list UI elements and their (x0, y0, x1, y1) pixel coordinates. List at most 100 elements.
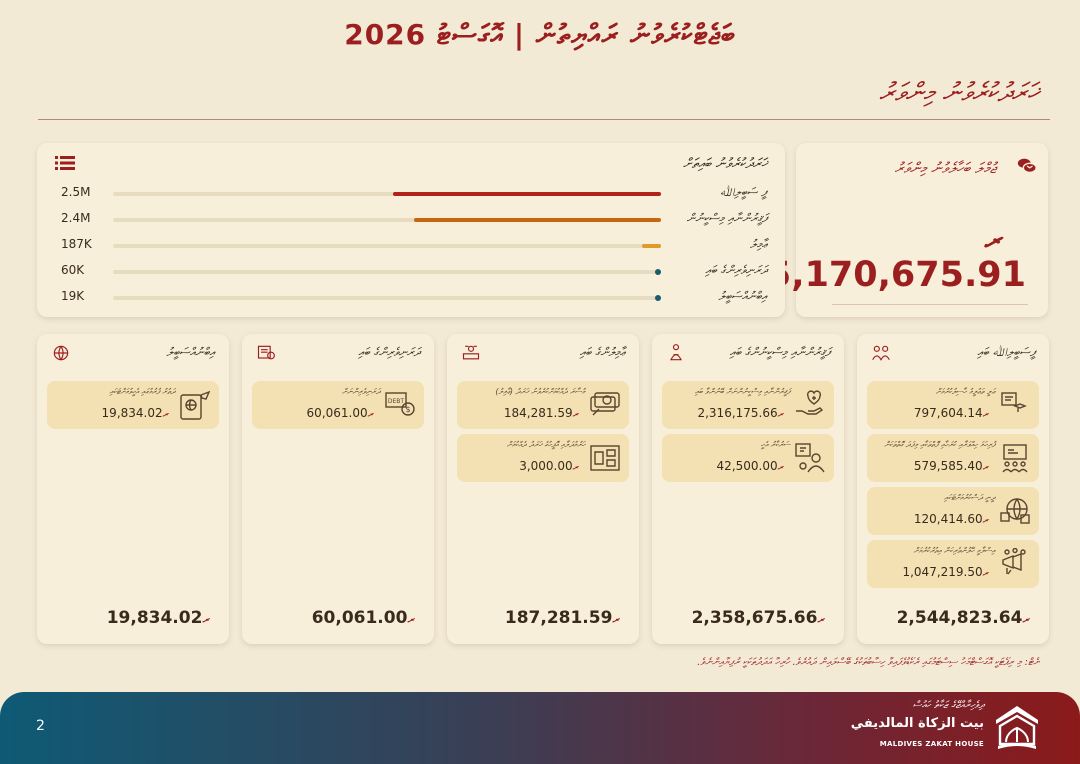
category-item: ފުރިހަމަ ހިއްވަރާއި ކުރަހާއި ފޮތްތަކާއި … (867, 434, 1039, 482)
category-item-value-row: ރ19,834.02 (102, 406, 173, 420)
currency-symbol: ރ (982, 463, 988, 473)
category-total: ރ19,834.02 (107, 608, 215, 628)
category-total-value: 2,544,823.64 (896, 608, 1023, 628)
person-support-icon (794, 442, 826, 474)
category-item-value: 2,316,175.66 (697, 406, 778, 420)
category-item: ސަރުކާރު އެހީ ރ42,500.00 (662, 434, 834, 482)
category-item: ހަރުމުދަލާއި އޮފީހުގެ ޚަރަދު ދެއްކުމަށް ރ… (457, 434, 629, 482)
category-item-label: ހަރުމުދަލާއި އޮފީހުގެ ޚަރަދު ދެއްކުމަށް (506, 440, 585, 449)
distribution-bars-card: ޚަރަދުކުރެވުނު ބައިތަށް 2.5M ފީ ސަބީލިﷲ 2.… (37, 143, 785, 317)
category-item-value: 42,500.00 (716, 459, 778, 473)
category-item-value-row: ރ3,000.00 (519, 459, 583, 473)
category-item-value: 3,000.00 (519, 459, 573, 473)
currency-symbol: ރ (777, 463, 783, 473)
category-item: ފަޤީރުންނާއި މިސްކީނުންނަށް ބޭނުންވާ ބައ… (662, 381, 834, 429)
brand-name-dhivehi: ދިވެހިރާއްޖޭގެ ޒަކާތު ހައުސް (912, 700, 984, 711)
category-total-value: 19,834.02 (106, 608, 203, 628)
category-item-value-row: ރ60,061.00 (307, 406, 378, 420)
traveler-globe-icon (51, 343, 71, 363)
category-card: ފަޤީރުންނާއި މިސްކީނުންގެ ބައި ފަޤީރުންނާ… (652, 334, 844, 644)
total-card: ޖުމްލަ ބަހާލެވުނު މިންވަރު ރ 5,170,675.9… (767, 143, 1048, 317)
category-item: މުސާރަ ދެއްކުމަށްކުރެވުނު ޚަރަދު (ޢާމިލު… (457, 381, 629, 429)
category-item-label: ފުރިހަމަ ހިއްވަރާއި ކުރަހާއި ފޮތްތަކާއި … (884, 440, 995, 449)
svg-text:$: $ (405, 405, 410, 414)
category-item: ދަތުރު ފުރުމުގައި އެހީވުމަށްޓަކައި ރ19,83… (47, 381, 219, 429)
category-item-value: 797,604.14 (913, 406, 983, 420)
title-divider (38, 119, 1050, 120)
category-item-value-row: ރ1,047,219.50 (902, 565, 993, 579)
zakat-house-logo-icon (996, 706, 1038, 749)
bar-track (113, 295, 661, 301)
bar-row: 60K ދަރަނިވެރިންގެ ބައި (37, 261, 785, 281)
category-item-label: ސަރުކާރު އެހީ (760, 440, 790, 449)
category-item: ދީނީ ދަސްކުރުމަށްޓަކައި ރ120,414.60 (867, 487, 1039, 535)
bar-row: 19K އިބްނުއްސަބީލު (37, 287, 785, 307)
bar-category-label: ޢާމިލު (749, 237, 767, 251)
category-item-value-row: ރ184,281.59 (504, 406, 583, 420)
category-item-label: ދަތުރު ފުރުމުގައި އެހީވުމަށްޓަކައި (109, 387, 175, 396)
category-title: އިބްނުއްސަބީލު (166, 345, 215, 359)
category-title: ފަޤީރުންނާއި މިސްކީނުންގެ ބައި (729, 345, 830, 359)
bars-card-title: ޚަރަދުކުރެވުނު ބައިތަށް (683, 156, 767, 172)
category-total: ރ60,061.00 (312, 608, 420, 628)
currency-symbol: ރ (1022, 613, 1029, 626)
brand-name-arabic: بيت الزكاة المالديفي (850, 716, 984, 731)
list-icon (55, 156, 75, 170)
category-item-label: ދީނީ ދަސްކުރުމަށްޓަކައި (944, 493, 995, 502)
worker-desk-icon (461, 343, 481, 363)
category-item-value: 19,834.02 (101, 406, 163, 420)
category-card: ޢާމިލުންގެ ބައި މުސާރަ ދެއްކުމަށްކުރެވުނު… (447, 334, 639, 644)
bar-fill (655, 269, 661, 275)
currency-symbol: ރ (202, 613, 209, 626)
megaphone-audience-icon (999, 547, 1031, 580)
debt-icon (256, 343, 276, 363)
people-group-icon (871, 343, 891, 363)
category-item-value: 579,585.40 (913, 459, 983, 473)
category-title: ޢާމިލުންގެ ބައި (579, 345, 625, 359)
currency-symbol: ރ (407, 613, 414, 626)
category-total-value: 2,358,675.66 (691, 608, 818, 628)
category-item-value-row: ރ579,585.40 (914, 459, 993, 473)
currency-symbol: ރ (572, 410, 578, 420)
brand-name-english: MALDIVES ZAKAT HOUSE (879, 740, 984, 748)
page-number: 2 (36, 718, 45, 734)
bar-row: 2.5M ފީ ސަބީލިﷲ (37, 183, 785, 203)
category-item-value-row: ރ42,500.00 (717, 459, 788, 473)
category-item-value: 60,061.00 (306, 406, 368, 420)
total-card-title: ޖުމްލަ ބަހާލެވުނު މިންވަރު (894, 159, 996, 177)
currency-symbol: ރ (162, 410, 168, 420)
category-card: ފީސަބީލިﷲ ބައި ޢަލީ ތަޢުލީމު ހާސިލުކުރުމަ… (857, 334, 1049, 644)
footer-band: 2 ދިވެހިރާއްޖޭގެ ޒަކާތު ހައުސް بيت الزكا… (0, 692, 1080, 764)
cash-bills-icon (589, 389, 621, 421)
bar-row: 2.4M ފަޤީރުންނާއި މިސްކީނުން (37, 209, 785, 229)
category-item-value: 120,414.60 (913, 512, 983, 526)
category-item-label: އިސްލާމީ ހޭލުންތެރިކަން އިތުރުކުރުމަށް (913, 546, 995, 555)
currency-symbol: ރ (777, 410, 783, 420)
page-title: ބަޖެޓްކުރެވުނު ރައްޔިތުން | އޮގަސްޓު 202… (344, 18, 736, 51)
category-item: ޢަލީ ތަޢުލީމު ހާސިލުކުރުމަށް ރ797,604.14 (867, 381, 1039, 429)
currency-symbol: ރ (612, 613, 619, 626)
category-total: ރ2,358,675.66 (692, 608, 830, 628)
currency-symbol: ރ (817, 613, 824, 626)
currency-symbol: ރ (367, 410, 373, 420)
category-item-value: 1,047,219.50 (902, 565, 983, 579)
category-item: ދަރަނިވެރިންނަށް ރ60,061.00 DEBT $ (252, 381, 424, 429)
office-supplies-icon (589, 442, 621, 474)
bar-value-label: 60K (61, 263, 85, 277)
debt-coin-icon: DEBT $ (384, 389, 416, 421)
bar-category-label: ދަރަނިވެރިންގެ ބައި (705, 263, 767, 277)
bar-value-label: 187K (61, 237, 92, 251)
bar-fill (655, 295, 661, 301)
category-card: އިބްނުއްސަބީލު ދަތުރު ފުރުމުގައި އެހީވުމަ… (37, 334, 229, 644)
graduation-certificate-icon (999, 389, 1031, 421)
hand-heart-icon (794, 389, 826, 421)
currency-symbol: ރ (572, 463, 578, 473)
bar-fill (393, 192, 661, 196)
bar-value-label: 2.4M (61, 211, 91, 225)
category-item-label: މުސާރަ ދެއްކުމަށްކުރެވުނު ޚަރަދު (ޢާމިލު… (495, 387, 585, 396)
charity-person-icon (666, 343, 686, 363)
bar-track (113, 218, 661, 222)
bar-category-label: އިބްނުއްސަބީލު (718, 289, 767, 303)
bar-fill (414, 218, 661, 222)
svg-text:DEBT: DEBT (388, 398, 405, 405)
